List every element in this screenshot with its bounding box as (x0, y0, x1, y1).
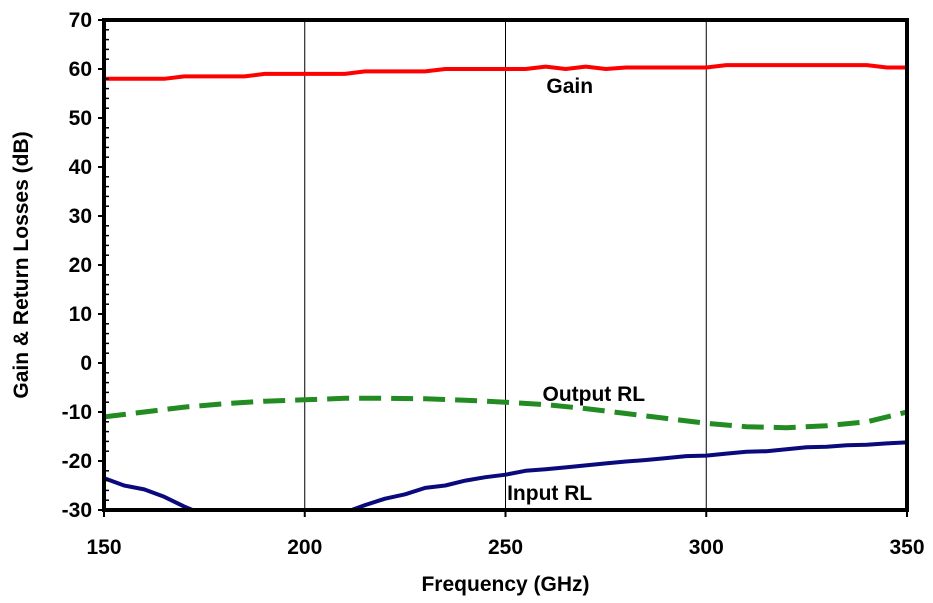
series-labels: Gain Output RL Input RL (507, 75, 645, 505)
series-label-output-rl: Output RL (543, 383, 646, 406)
y-tick-label: -20 (62, 450, 92, 473)
x-tick-label: 300 (689, 536, 724, 559)
x-tick-label: 250 (488, 536, 523, 559)
y-axis-title: Gain & Return Losses (dB) (10, 131, 33, 398)
x-tick-label: 350 (889, 536, 924, 559)
y-tick-label: 50 (69, 107, 92, 130)
x-tick-label: 150 (86, 536, 121, 559)
series-group (104, 63, 907, 510)
y-tick-label: 30 (69, 205, 92, 228)
series-line-gain (104, 63, 907, 81)
y-tick-label: 40 (69, 156, 92, 179)
series-label-gain: Gain (546, 75, 593, 98)
series-line-output-rl (104, 395, 907, 431)
y-tick-labels: -30 -20 -10 0 10 20 30 40 50 60 70 (62, 9, 92, 522)
gridlines (304, 20, 707, 510)
x-tick-labels: 150 200 250 300 350 (86, 536, 924, 559)
tick-marks (98, 19, 908, 517)
series-label-input-rl: Input RL (507, 482, 592, 505)
y-tick-label: -10 (62, 401, 92, 424)
x-tick-label: 200 (287, 536, 322, 559)
y-tick-label: 60 (69, 58, 92, 81)
y-tick-label: 0 (80, 352, 92, 375)
series-line-input-rl (104, 440, 907, 510)
x-axis-title: Frequency (GHz) (421, 573, 589, 596)
y-tick-label: -30 (62, 499, 92, 522)
y-tick-label: 20 (69, 254, 92, 277)
y-tick-label: 70 (69, 9, 92, 32)
y-tick-label: 10 (69, 303, 92, 326)
